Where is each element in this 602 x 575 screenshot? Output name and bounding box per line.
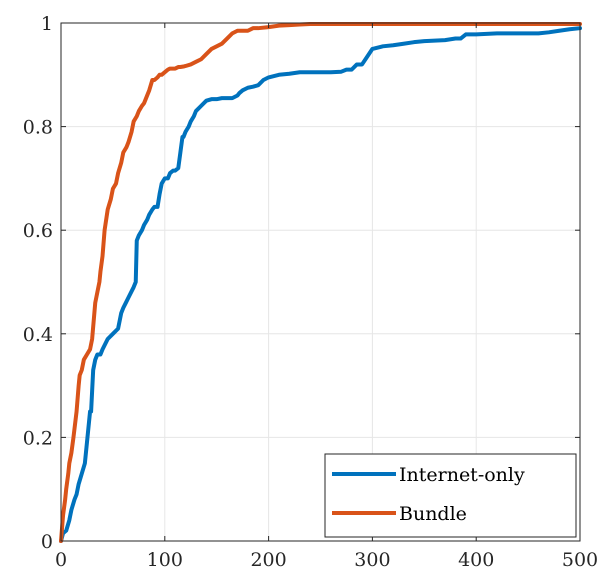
x-tick-label: 100 [147,549,183,571]
series-line-bundle [59,22,582,543]
y-tick-labels: 0 0.2 0.4 0.6 0.8 1 [23,13,53,553]
y-tick-label: 0.2 [23,427,53,449]
y-tick-label: 0.8 [23,117,53,139]
legend-box [324,453,577,538]
x-tick-label: 0 [55,549,67,571]
series-line-internet-only [59,26,582,543]
tick-marks [60,22,581,542]
y-tick-label: 0.4 [23,324,53,346]
grid-lines [60,22,581,542]
y-tick-label: 0.6 [23,220,53,242]
x-tick-label: 200 [250,549,286,571]
series-lines [59,22,582,543]
legend-label-internet-only: Internet-only [399,464,525,486]
x-tick-label: 400 [458,549,494,571]
legend: Internet-only Bundle [324,453,577,538]
y-tick-label: 0 [41,531,53,553]
y-tick-label: 1 [41,13,53,35]
legend-label-bundle: Bundle [399,503,467,525]
plot-border [60,22,581,542]
x-tick-label: 500 [562,549,598,571]
x-tick-label: 300 [354,549,390,571]
x-tick-labels: 0 100 200 300 400 500 [55,549,598,571]
